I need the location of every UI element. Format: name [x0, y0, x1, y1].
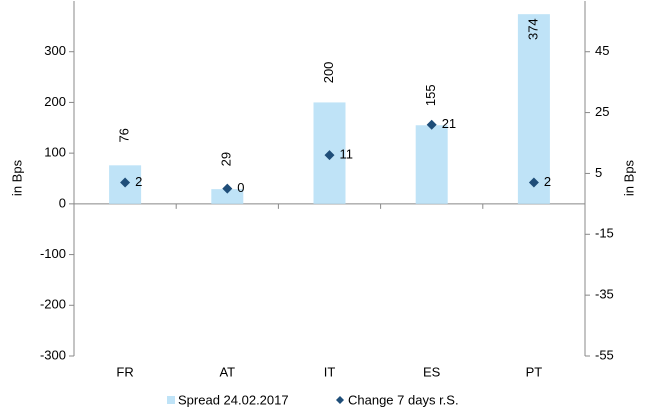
x-tick-label: FR	[116, 364, 133, 379]
y2-tick-label: -35	[595, 287, 614, 302]
x-tick-label: IT	[324, 364, 336, 379]
legend-swatch	[167, 396, 175, 404]
y-tick-label: 100	[44, 145, 66, 160]
y2-tick-label: 25	[595, 104, 609, 119]
legend-swatch	[336, 396, 344, 404]
y2-tick-label: 5	[595, 165, 602, 180]
marker-value-label: 21	[442, 116, 456, 131]
bar-value-label: 29	[219, 152, 234, 166]
y-axis-label: in Bps	[9, 159, 24, 196]
marker-value-label: 2	[135, 174, 142, 189]
y-tick-label: 0	[59, 195, 66, 210]
y-tick-label: 200	[44, 94, 66, 109]
bar-value-label: 76	[117, 128, 132, 142]
x-tick-label: AT	[219, 364, 235, 379]
bar-value-label: 200	[321, 62, 336, 84]
x-tick-label: ES	[423, 364, 441, 379]
diamond-marker	[324, 150, 335, 161]
y-tick-label: 300	[44, 43, 66, 58]
marker-value-label: 2	[544, 174, 551, 189]
marker-value-label: 11	[340, 147, 354, 162]
y-tick-label: -300	[40, 347, 66, 362]
bar-value-label: 374	[525, 18, 540, 40]
legend-label: Spread 24.02.2017	[178, 392, 289, 407]
diamond-marker	[426, 119, 437, 130]
bar-value-label: 155	[423, 84, 438, 106]
y2-tick-label: -15	[595, 226, 614, 241]
bar	[517, 14, 550, 204]
x-tick-label: PT	[526, 364, 543, 379]
y2-tick-label: -55	[595, 347, 614, 362]
diamond-marker	[528, 177, 539, 188]
y-tick-label: -100	[40, 246, 66, 261]
diamond-marker	[120, 177, 131, 188]
bar	[211, 189, 244, 204]
marker-value-label: 0	[237, 180, 244, 195]
y2-axis-label: in Bps	[621, 159, 636, 196]
diamond-marker	[222, 183, 233, 194]
legend-label: Change 7 days r.S.	[348, 392, 459, 407]
y-tick-label: -200	[40, 297, 66, 312]
bar	[415, 125, 448, 204]
y2-tick-label: 45	[595, 43, 609, 58]
